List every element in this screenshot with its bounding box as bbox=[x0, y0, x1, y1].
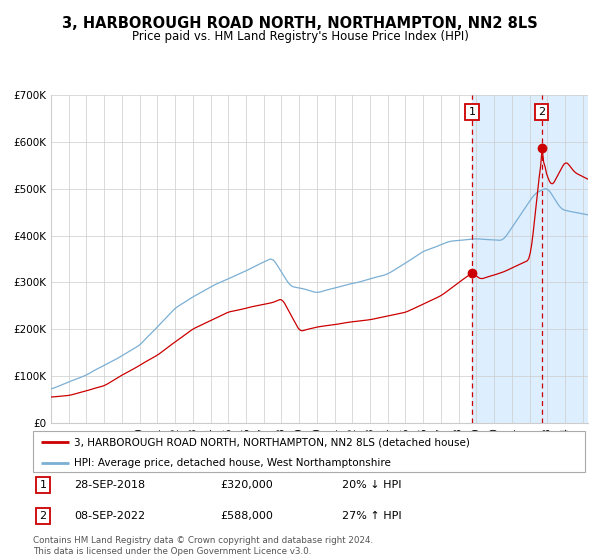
Text: 2: 2 bbox=[40, 511, 46, 521]
Text: 27% ↑ HPI: 27% ↑ HPI bbox=[342, 511, 402, 521]
Text: 3, HARBOROUGH ROAD NORTH, NORTHAMPTON, NN2 8LS (detached house): 3, HARBOROUGH ROAD NORTH, NORTHAMPTON, N… bbox=[74, 437, 470, 447]
Text: HPI: Average price, detached house, West Northamptonshire: HPI: Average price, detached house, West… bbox=[74, 458, 391, 468]
Text: 08-SEP-2022: 08-SEP-2022 bbox=[74, 511, 146, 521]
Text: £588,000: £588,000 bbox=[221, 511, 274, 521]
Text: Contains HM Land Registry data © Crown copyright and database right 2024.
This d: Contains HM Land Registry data © Crown c… bbox=[33, 536, 373, 556]
Text: 3, HARBOROUGH ROAD NORTH, NORTHAMPTON, NN2 8LS: 3, HARBOROUGH ROAD NORTH, NORTHAMPTON, N… bbox=[62, 16, 538, 31]
Text: 2: 2 bbox=[538, 106, 545, 116]
Bar bbox=[472, 95, 588, 423]
Text: Price paid vs. HM Land Registry's House Price Index (HPI): Price paid vs. HM Land Registry's House … bbox=[131, 30, 469, 43]
Text: 28-SEP-2018: 28-SEP-2018 bbox=[74, 480, 146, 490]
Text: £320,000: £320,000 bbox=[221, 480, 274, 490]
FancyBboxPatch shape bbox=[33, 431, 585, 472]
Text: 20% ↓ HPI: 20% ↓ HPI bbox=[342, 480, 401, 490]
Text: 1: 1 bbox=[469, 106, 475, 116]
Text: 1: 1 bbox=[40, 480, 46, 490]
